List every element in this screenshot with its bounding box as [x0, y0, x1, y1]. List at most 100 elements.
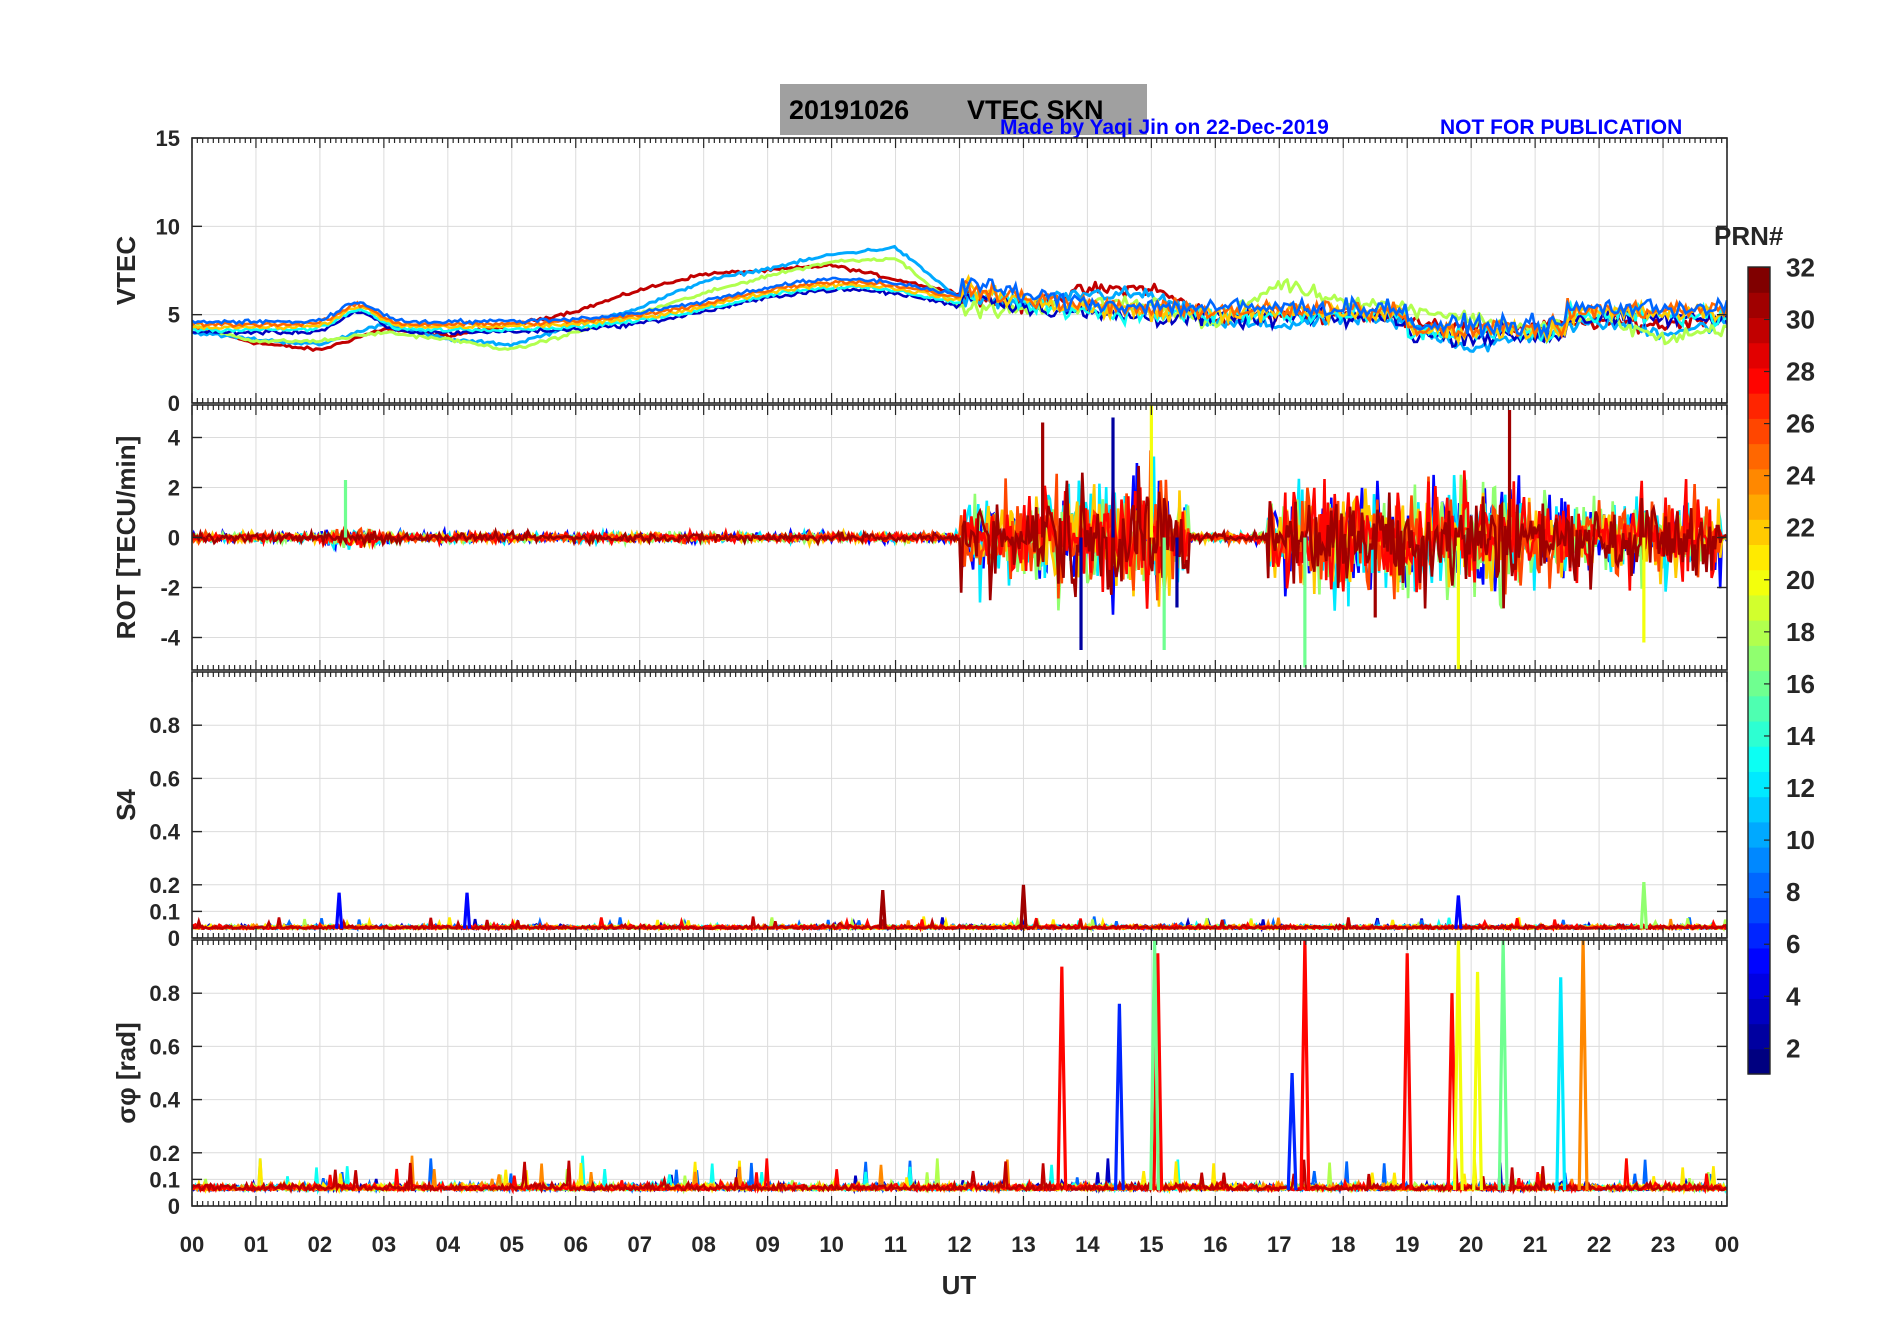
vtec-trace-bg [192, 278, 1727, 341]
s4-panel: 00.10.2 0.4 0.6 0.8 S4 [111, 671, 1728, 951]
sigma-phi-grid [192, 940, 1727, 1206]
vtec-ytick-labels: 0 5 10 15 [156, 126, 180, 416]
ytick-label: 0.2 [149, 1141, 180, 1166]
colorbar-tick-label: 30 [1786, 304, 1815, 334]
xtick-label: 08 [691, 1232, 715, 1257]
vtec-ticks [191, 137, 1728, 404]
x-tick-labels: 00 01 02 03 04 05 06 07 08 09 10 11 12 13 14 15 16 17 18 19… [180, 1232, 1739, 1257]
s4-spike-prn-5 [334, 892, 344, 929]
ytick-label: 0.2 [149, 873, 180, 898]
s4-spike-prn-17 [1639, 882, 1649, 929]
rot-trace-prn-31 [192, 465, 1727, 609]
xtick-label: 06 [564, 1232, 588, 1257]
sigma-phi-ylabel: σφ [rad] [111, 1022, 141, 1123]
sigma-phi-spike-prn-28 [1056, 966, 1068, 1191]
xtick-label: 14 [1075, 1232, 1100, 1257]
sigma-phi-spike-prn-20 [1472, 971, 1483, 1191]
ytick-label: 4 [168, 426, 181, 451]
sigma-phi-spike-prn-6 [1286, 1072, 1298, 1191]
colorbar-tick-label: 20 [1786, 565, 1815, 595]
credit-note: Made by Yaqi Jin on 22-Dec-2019 [1000, 116, 1329, 139]
vtec-panel: 0 5 10 15 VTEC [111, 126, 1728, 416]
title-label: VTEC SKN [967, 95, 1104, 125]
sigma-phi-spike-prn-6 [1113, 1003, 1125, 1191]
colorbar-tick-label: 6 [1786, 929, 1800, 959]
xtick-label: 11 [884, 1232, 907, 1257]
ytick-label: -2 [160, 576, 180, 601]
colorbar-gradient [1748, 267, 1770, 1075]
sigma-phi-traces [192, 940, 1727, 1195]
vtec-trace-bg [192, 276, 1727, 341]
colorbar-frame [1747, 266, 1771, 1075]
vtec-ylabel: VTEC [111, 236, 141, 306]
xtick-label: 05 [500, 1232, 524, 1257]
xtick-label: 22 [1587, 1232, 1611, 1257]
ytick-label: 2 [168, 476, 180, 501]
xtick-label: 21 [1523, 1232, 1547, 1257]
s4-spike-prn-31 [878, 890, 887, 929]
vtec-grid [192, 138, 1727, 403]
sigma-phi-panel: 00.10.2 0.4 0.6 0.8 σφ [rad] [111, 939, 1728, 1219]
colorbar-tick-label: 28 [1786, 357, 1815, 387]
ytick-label: 0.4 [149, 1088, 180, 1113]
xtick-label: 00 [1715, 1232, 1739, 1257]
s4-spike-prn-31 [1019, 884, 1028, 929]
xtick-label: 10 [819, 1232, 843, 1257]
colorbar-tick-label: 4 [1786, 981, 1801, 1011]
rot-traces [192, 405, 1727, 670]
s4-ticks [191, 672, 1728, 939]
colorbar-tick-label: 8 [1786, 877, 1800, 907]
ytick-label: 0 [168, 1194, 180, 1219]
ytick-label: -4 [160, 626, 180, 651]
colorbar-tick-label: 22 [1786, 513, 1815, 543]
xtick-label: 04 [436, 1232, 461, 1257]
ytick-label: 0.8 [149, 981, 180, 1006]
xtick-label: 19 [1395, 1232, 1419, 1257]
ytick-label: 0.4 [149, 820, 180, 845]
rot-ticks [191, 405, 1728, 670]
colorbar-tick-label: 10 [1786, 825, 1815, 855]
ytick-label: 0.1 [149, 1167, 180, 1192]
colorbar-tick-label: 18 [1786, 617, 1815, 647]
ytick-label: 0.6 [149, 1034, 180, 1059]
publication-notice: NOT FOR PUBLICATION [1440, 116, 1682, 139]
xtick-label: 18 [1331, 1232, 1355, 1257]
sigma-phi-spike-prn-28 [1152, 953, 1164, 1191]
rot-ylabel: ROT [TECU/min] [111, 436, 141, 640]
s4-ytick-labels: 00.10.2 0.4 0.6 0.8 [149, 713, 180, 951]
vtec-traces [192, 244, 1727, 353]
s4-ylabel: S4 [111, 789, 141, 821]
xtick-label: 12 [947, 1232, 971, 1257]
xtick-label: 01 [244, 1232, 268, 1257]
xtick-label: 20 [1459, 1232, 1483, 1257]
sigma-phi-ticks [191, 940, 1728, 1207]
xtick-label: 15 [1139, 1232, 1163, 1257]
sigma-phi-ytick-labels: 00.10.2 0.4 0.6 0.8 [149, 981, 180, 1219]
xtick-label: 09 [755, 1232, 779, 1257]
x-axis-label: UT [942, 1270, 977, 1300]
colorbar-tick-label: 14 [1786, 721, 1815, 751]
xtick-label: 00 [180, 1232, 204, 1257]
colorbar-tick-label: 12 [1786, 773, 1815, 803]
ytick-label: 0 [168, 926, 180, 951]
colorbar-tick-label: 26 [1786, 409, 1815, 439]
xtick-label: 16 [1203, 1232, 1227, 1257]
xtick-label: 03 [372, 1232, 396, 1257]
xtick-label: 17 [1267, 1232, 1291, 1257]
ytick-label: 0.1 [149, 899, 180, 924]
colorbar-tick-label: 32 [1786, 252, 1815, 282]
xtick-label: 02 [308, 1232, 332, 1257]
ytick-label: 0 [168, 391, 180, 416]
xtick-label: 23 [1651, 1232, 1675, 1257]
ytick-label: 0.8 [149, 713, 180, 738]
ytick-label: 0 [168, 526, 180, 551]
s4-spike-prn-5 [1454, 895, 1463, 929]
colorbar-label: PRN# [1714, 221, 1784, 251]
sigma-phi-spike-prn-16 [1149, 940, 1161, 1191]
ytick-label: 0.6 [149, 766, 180, 791]
ytick-label: 15 [156, 126, 180, 151]
sigma-phi-spike-prn-16 [1497, 940, 1509, 1191]
